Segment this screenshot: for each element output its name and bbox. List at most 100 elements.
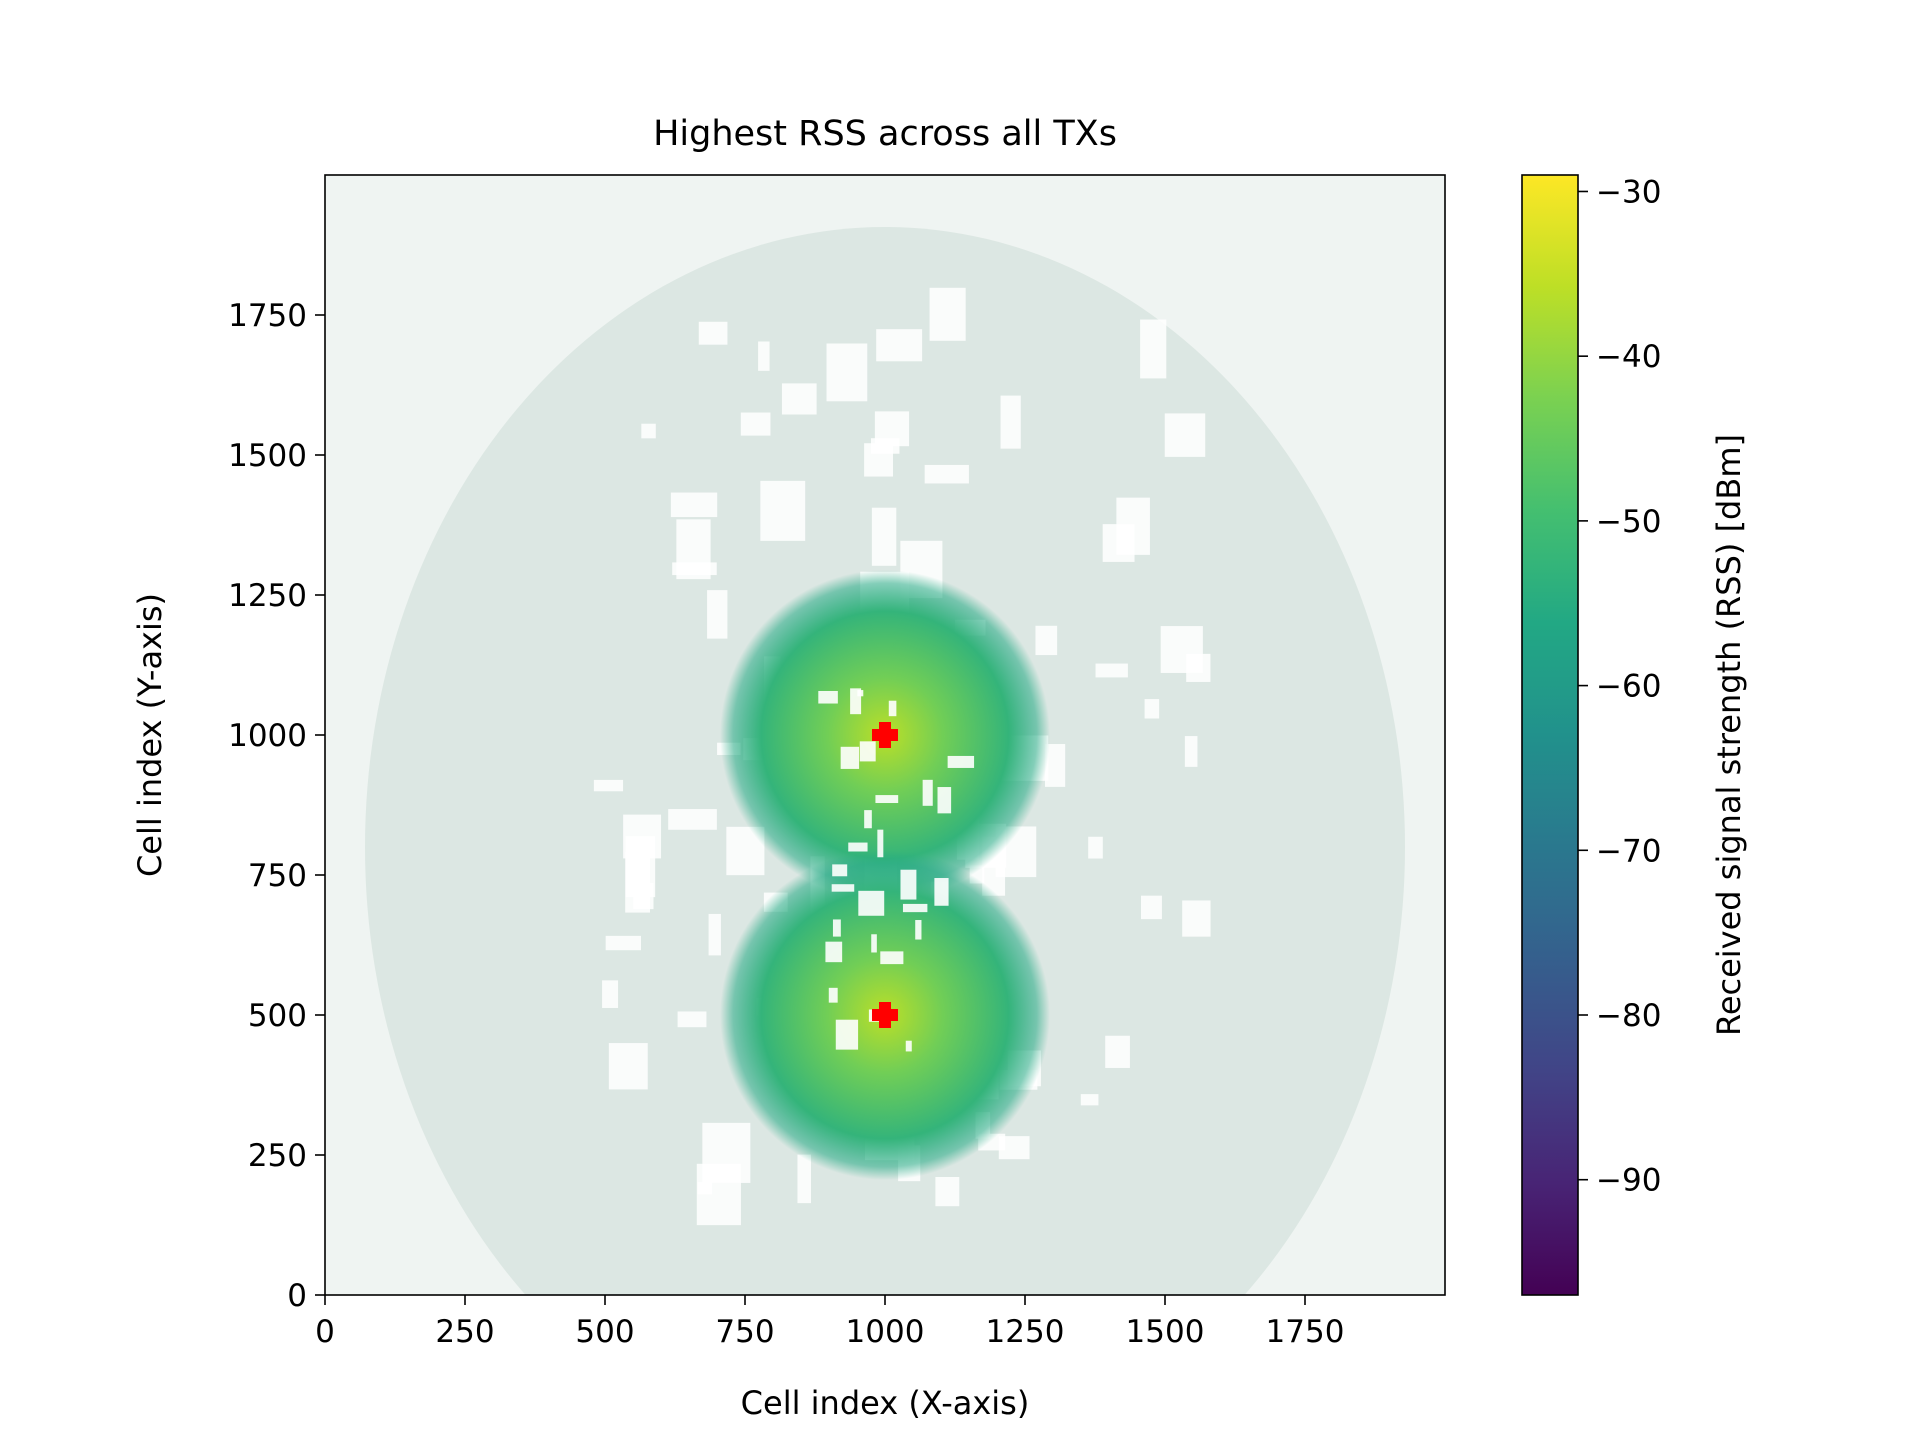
building-shadow — [758, 341, 770, 371]
building-shadow — [1164, 413, 1206, 457]
building-shadow — [1182, 900, 1211, 937]
building-shadow — [857, 690, 864, 697]
building-shadow — [1186, 653, 1211, 682]
building-shadow — [858, 890, 885, 916]
colorbar-tick-label: −70 — [1596, 833, 1661, 869]
building-shadow — [676, 519, 711, 580]
colorbar-tick-label: −50 — [1596, 504, 1661, 540]
rss-heatmap — [325, 175, 1445, 1295]
building-shadow — [922, 779, 933, 806]
building-shadow — [818, 690, 838, 704]
colorbar-tick-label: −90 — [1596, 1163, 1661, 1199]
building-shadow — [880, 951, 904, 965]
building-shadow — [696, 1163, 741, 1226]
y-tick-label: 1500 — [228, 438, 307, 474]
y-tick-label: 750 — [248, 858, 307, 894]
building-shadow — [929, 287, 966, 341]
building-shadow — [740, 412, 771, 436]
building-shadow — [602, 980, 619, 1008]
x-tick-label: 0 — [315, 1314, 335, 1350]
building-shadow — [1144, 699, 1160, 719]
building-shadow — [1116, 497, 1150, 555]
building-shadow — [1095, 663, 1128, 678]
colorbar-label: Received signal strength (RSS) [dBm] — [1710, 434, 1748, 1036]
building-shadow — [937, 787, 952, 814]
colorbar-frame — [1521, 174, 1579, 1296]
building-shadow — [947, 755, 975, 768]
building-shadow — [840, 746, 860, 769]
building-shadow — [1088, 836, 1103, 859]
colorbar-tick-label: −40 — [1596, 339, 1661, 375]
building-shadow — [605, 935, 641, 951]
x-tick-label: 750 — [715, 1314, 774, 1350]
building-shadow — [1184, 736, 1198, 767]
building-shadow — [826, 343, 868, 402]
building-shadow — [832, 919, 841, 937]
y-axis: 0 250 500 750 1000 1250 1500 1750 — [228, 298, 325, 1314]
building-shadow — [797, 1154, 812, 1204]
y-tick-label: 250 — [248, 1138, 307, 1174]
building-shadow — [707, 590, 728, 639]
transmitter-marker — [872, 722, 898, 748]
building-shadow — [832, 864, 848, 877]
building-shadow — [888, 700, 897, 717]
transmitter-markers — [872, 722, 898, 1028]
building-shadow — [998, 1136, 1030, 1160]
building-shadow — [870, 438, 900, 454]
building-shadow — [708, 913, 721, 956]
y-tick-label: 1750 — [228, 298, 307, 334]
building-shadow — [760, 480, 806, 541]
building-shadow — [1105, 1035, 1130, 1068]
building-shadow — [850, 688, 862, 715]
building-shadow — [825, 941, 843, 963]
colorbar: −30 −40 −50 −60 −70 −80 −90 — [1521, 174, 1661, 1296]
x-tick-label: 1250 — [986, 1314, 1065, 1350]
building-shadow — [625, 852, 650, 913]
building-shadow — [1140, 319, 1167, 379]
building-shadow — [924, 464, 969, 484]
building-shadow — [876, 329, 923, 362]
building-shadow — [1140, 895, 1162, 920]
building-shadow — [831, 884, 855, 892]
building-shadow — [835, 1019, 859, 1050]
building-shadow — [781, 383, 817, 415]
building-shadow — [1000, 395, 1021, 449]
building-shadow — [668, 809, 717, 830]
y-axis-label: Cell index (Y-axis) — [131, 593, 169, 877]
building-shadow — [902, 903, 928, 913]
building-shadow — [670, 492, 718, 518]
building-shadow — [641, 423, 656, 439]
building-shadow — [877, 829, 884, 858]
transmitter-marker — [872, 1002, 898, 1028]
building-shadow — [905, 1040, 912, 1052]
colorbar-tick-label: −60 — [1596, 669, 1661, 705]
y-tick-label: 500 — [248, 998, 307, 1034]
building-shadow — [864, 810, 872, 829]
x-tick-label: 500 — [575, 1314, 634, 1350]
colorbar-tick-label: −30 — [1596, 174, 1661, 210]
y-tick-label: 0 — [287, 1278, 307, 1314]
x-axis: 0 250 500 750 1000 1250 1500 1750 — [315, 1295, 1344, 1350]
chart-title: Highest RSS across all TXs — [653, 114, 1117, 154]
colorbar-gradient — [1522, 175, 1578, 1295]
building-shadow — [934, 878, 949, 906]
x-tick-label: 1000 — [846, 1314, 925, 1350]
building-shadow — [875, 795, 899, 804]
y-tick-label: 1000 — [228, 718, 307, 754]
building-shadow — [915, 920, 922, 940]
x-tick-label: 250 — [435, 1314, 494, 1350]
building-shadow — [935, 1176, 960, 1207]
building-shadow — [900, 869, 917, 900]
building-shadow — [1035, 625, 1058, 656]
building-shadow — [698, 321, 728, 345]
x-tick-label: 1750 — [1266, 1314, 1345, 1350]
building-shadow — [859, 741, 876, 762]
building-shadow — [871, 507, 897, 566]
building-shadow — [1080, 1094, 1099, 1106]
building-shadow — [593, 779, 624, 792]
building-shadow — [871, 934, 877, 953]
x-axis-label: Cell index (X-axis) — [741, 1384, 1030, 1422]
y-tick-label: 1250 — [228, 578, 307, 614]
building-shadow — [608, 1043, 648, 1090]
